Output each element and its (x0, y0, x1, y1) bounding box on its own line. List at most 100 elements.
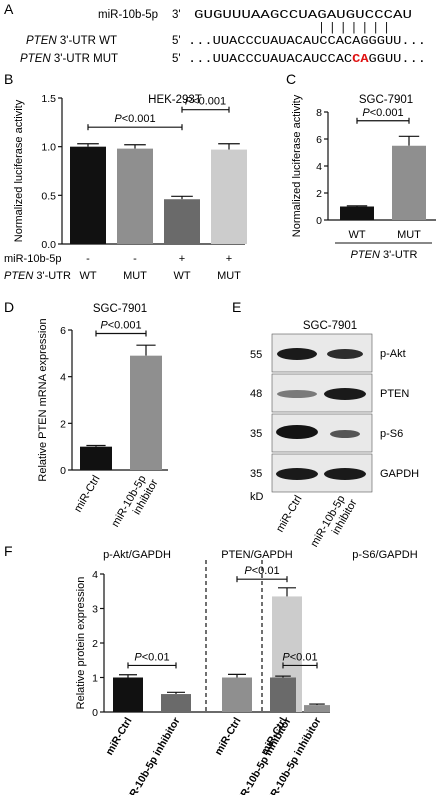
utr-cell: WT (79, 270, 96, 282)
utr-wt-gene: PTEN (26, 35, 57, 47)
group-title: p-Akt/GAPDH (103, 549, 171, 561)
bar (222, 677, 252, 712)
p-symbol: P (185, 96, 193, 108)
p-value-label: P<0.001 (185, 96, 226, 108)
mir-cell: + (226, 253, 232, 265)
protein-label-pten: PTEN (380, 388, 409, 400)
y-tick-label: 1.5 (41, 93, 56, 105)
utr-mut-gene: PTEN (20, 53, 51, 65)
blot-strip-p-akt (271, 333, 373, 373)
bar (340, 206, 374, 220)
x-group-suffix: 3'-UTR (380, 249, 418, 261)
protein-label-p-akt: p-Akt (380, 348, 406, 360)
y-axis-label: Relative protein expression (75, 577, 87, 710)
y-tick-label: 1.0 (41, 142, 56, 154)
y-tick-label: 4 (92, 569, 98, 581)
utr-wt-label: PTEN 3'-UTR WT (26, 35, 117, 47)
panel-c-chart: SGC-7901 0 2 4 6 8 Normalized luciferase activ… (291, 94, 436, 261)
y-tick-label: 2 (60, 418, 66, 430)
band-p-akt-ctrl (277, 348, 317, 360)
bar (304, 705, 330, 712)
y-tick-label: 3 (92, 604, 98, 616)
bar (392, 145, 426, 220)
blot-strip-pten (271, 373, 373, 413)
utr-cell: WT (173, 270, 190, 282)
x-tick-label: miR-Ctrl (212, 715, 243, 757)
blot-title: SGC-7901 (303, 320, 357, 332)
utr-cell: MUT (123, 270, 147, 282)
mir-end: 3' (172, 9, 181, 21)
bar (130, 355, 162, 470)
bar (70, 146, 106, 244)
utr-mut-end: 5' (172, 53, 181, 65)
x-group-label: PTEN 3'-UTR (351, 249, 418, 261)
utr-mut-seq-tail: GGUU... (369, 53, 426, 66)
p-threshold: <0.01 (252, 565, 280, 577)
panel-f-chart: Relative protein expression 0 1 2 3 4 p-Akt/GA… (75, 549, 418, 795)
x-group-gene: PTEN (351, 249, 380, 261)
row-label-gene: PTEN (4, 270, 33, 282)
y-axis-label: Normalized luciferase activity (13, 99, 25, 242)
y-tick-label: 0 (92, 707, 98, 719)
bar (161, 694, 191, 712)
y-tick-label: 0.5 (41, 190, 56, 202)
p-symbol: P (362, 107, 370, 119)
panel-d-letter: D (4, 299, 14, 315)
panel-a: A miR-10b-5p 3' GUGUUUAAGCCUAGAUGUCCCAU … (4, 1, 426, 66)
y-tick-label: 0 (316, 215, 322, 227)
bar (117, 148, 153, 244)
p-value-label: P<0.001 (100, 320, 141, 332)
p-symbol: P (100, 320, 108, 332)
bar (211, 149, 247, 244)
band-pten-ctrl (277, 390, 317, 398)
group-title: PTEN/GAPDH (221, 549, 293, 561)
band-p-s6-inhibitor (330, 430, 360, 438)
p-symbol: P (114, 113, 122, 125)
p-threshold: <0.001 (192, 96, 226, 108)
mir-cell: + (179, 253, 185, 265)
y-tick-label: 8 (316, 107, 322, 119)
panel-d-chart: SGC-7901 0 2 4 6 Relative PTEN mRNA expressio… (37, 303, 168, 529)
utr-mut-label: PTEN 3'-UTR MUT (20, 53, 118, 65)
marker-35a: 35 (250, 428, 262, 440)
p-symbol: P (282, 651, 290, 663)
utr-mut-bases: CA (352, 53, 369, 66)
bar (113, 677, 143, 712)
p-threshold: <0.001 (122, 113, 156, 125)
marker-35b: 35 (250, 468, 262, 480)
utr-mut-suffix: 3'-UTR MUT (51, 53, 118, 65)
x-tick-label: MUT (397, 229, 421, 241)
panel-b-chart: HEK-293T 0.0 0.5 1.0 1.5 Normalized luciferas… (4, 93, 247, 282)
chart-title: SGC-7901 (93, 303, 147, 315)
band-p-s6-ctrl (276, 425, 318, 439)
utr-wt-seq: ...UUACCCUAUACAUCCACAGGGUU... (188, 35, 426, 48)
y-tick-label: 4 (316, 161, 322, 173)
band-p-akt-inhibitor (327, 349, 363, 359)
bar (164, 199, 200, 244)
mir-label: miR-10b-5p (98, 9, 158, 21)
utr-mut-seq: ...UUACCCUAUACAUCCAC CA GGUU... (188, 53, 426, 66)
utr-wt-suffix: 3'-UTR WT (57, 35, 117, 47)
y-tick-label: 6 (60, 325, 66, 337)
panel-e-letter: E (232, 299, 241, 315)
p-value-label: P<0.01 (134, 651, 169, 663)
p-value-label: P<0.001 (362, 107, 403, 119)
blot-strip-p-s6 (271, 413, 373, 453)
panel-b-letter: B (4, 71, 13, 87)
utr-wt-end: 5' (172, 35, 181, 47)
y-tick-label: 1 (92, 673, 98, 685)
p-symbol: P (244, 565, 252, 577)
panel-f-letter: F (4, 543, 13, 559)
y-tick-label: 0.0 (41, 239, 56, 251)
y-tick-label: 6 (316, 134, 322, 146)
p-value-label: P<0.01 (244, 565, 279, 577)
utr-cell: MUT (217, 270, 241, 282)
protein-label-gapdh: GAPDH (380, 468, 419, 480)
marker-unit: kD (250, 491, 264, 503)
band-pten-inhibitor (324, 388, 366, 400)
p-value-label: P<0.01 (282, 651, 317, 663)
panel-a-letter: A (4, 1, 14, 17)
row-label-suffix: 3'-UTR (33, 270, 71, 282)
p-symbol: P (134, 651, 142, 663)
